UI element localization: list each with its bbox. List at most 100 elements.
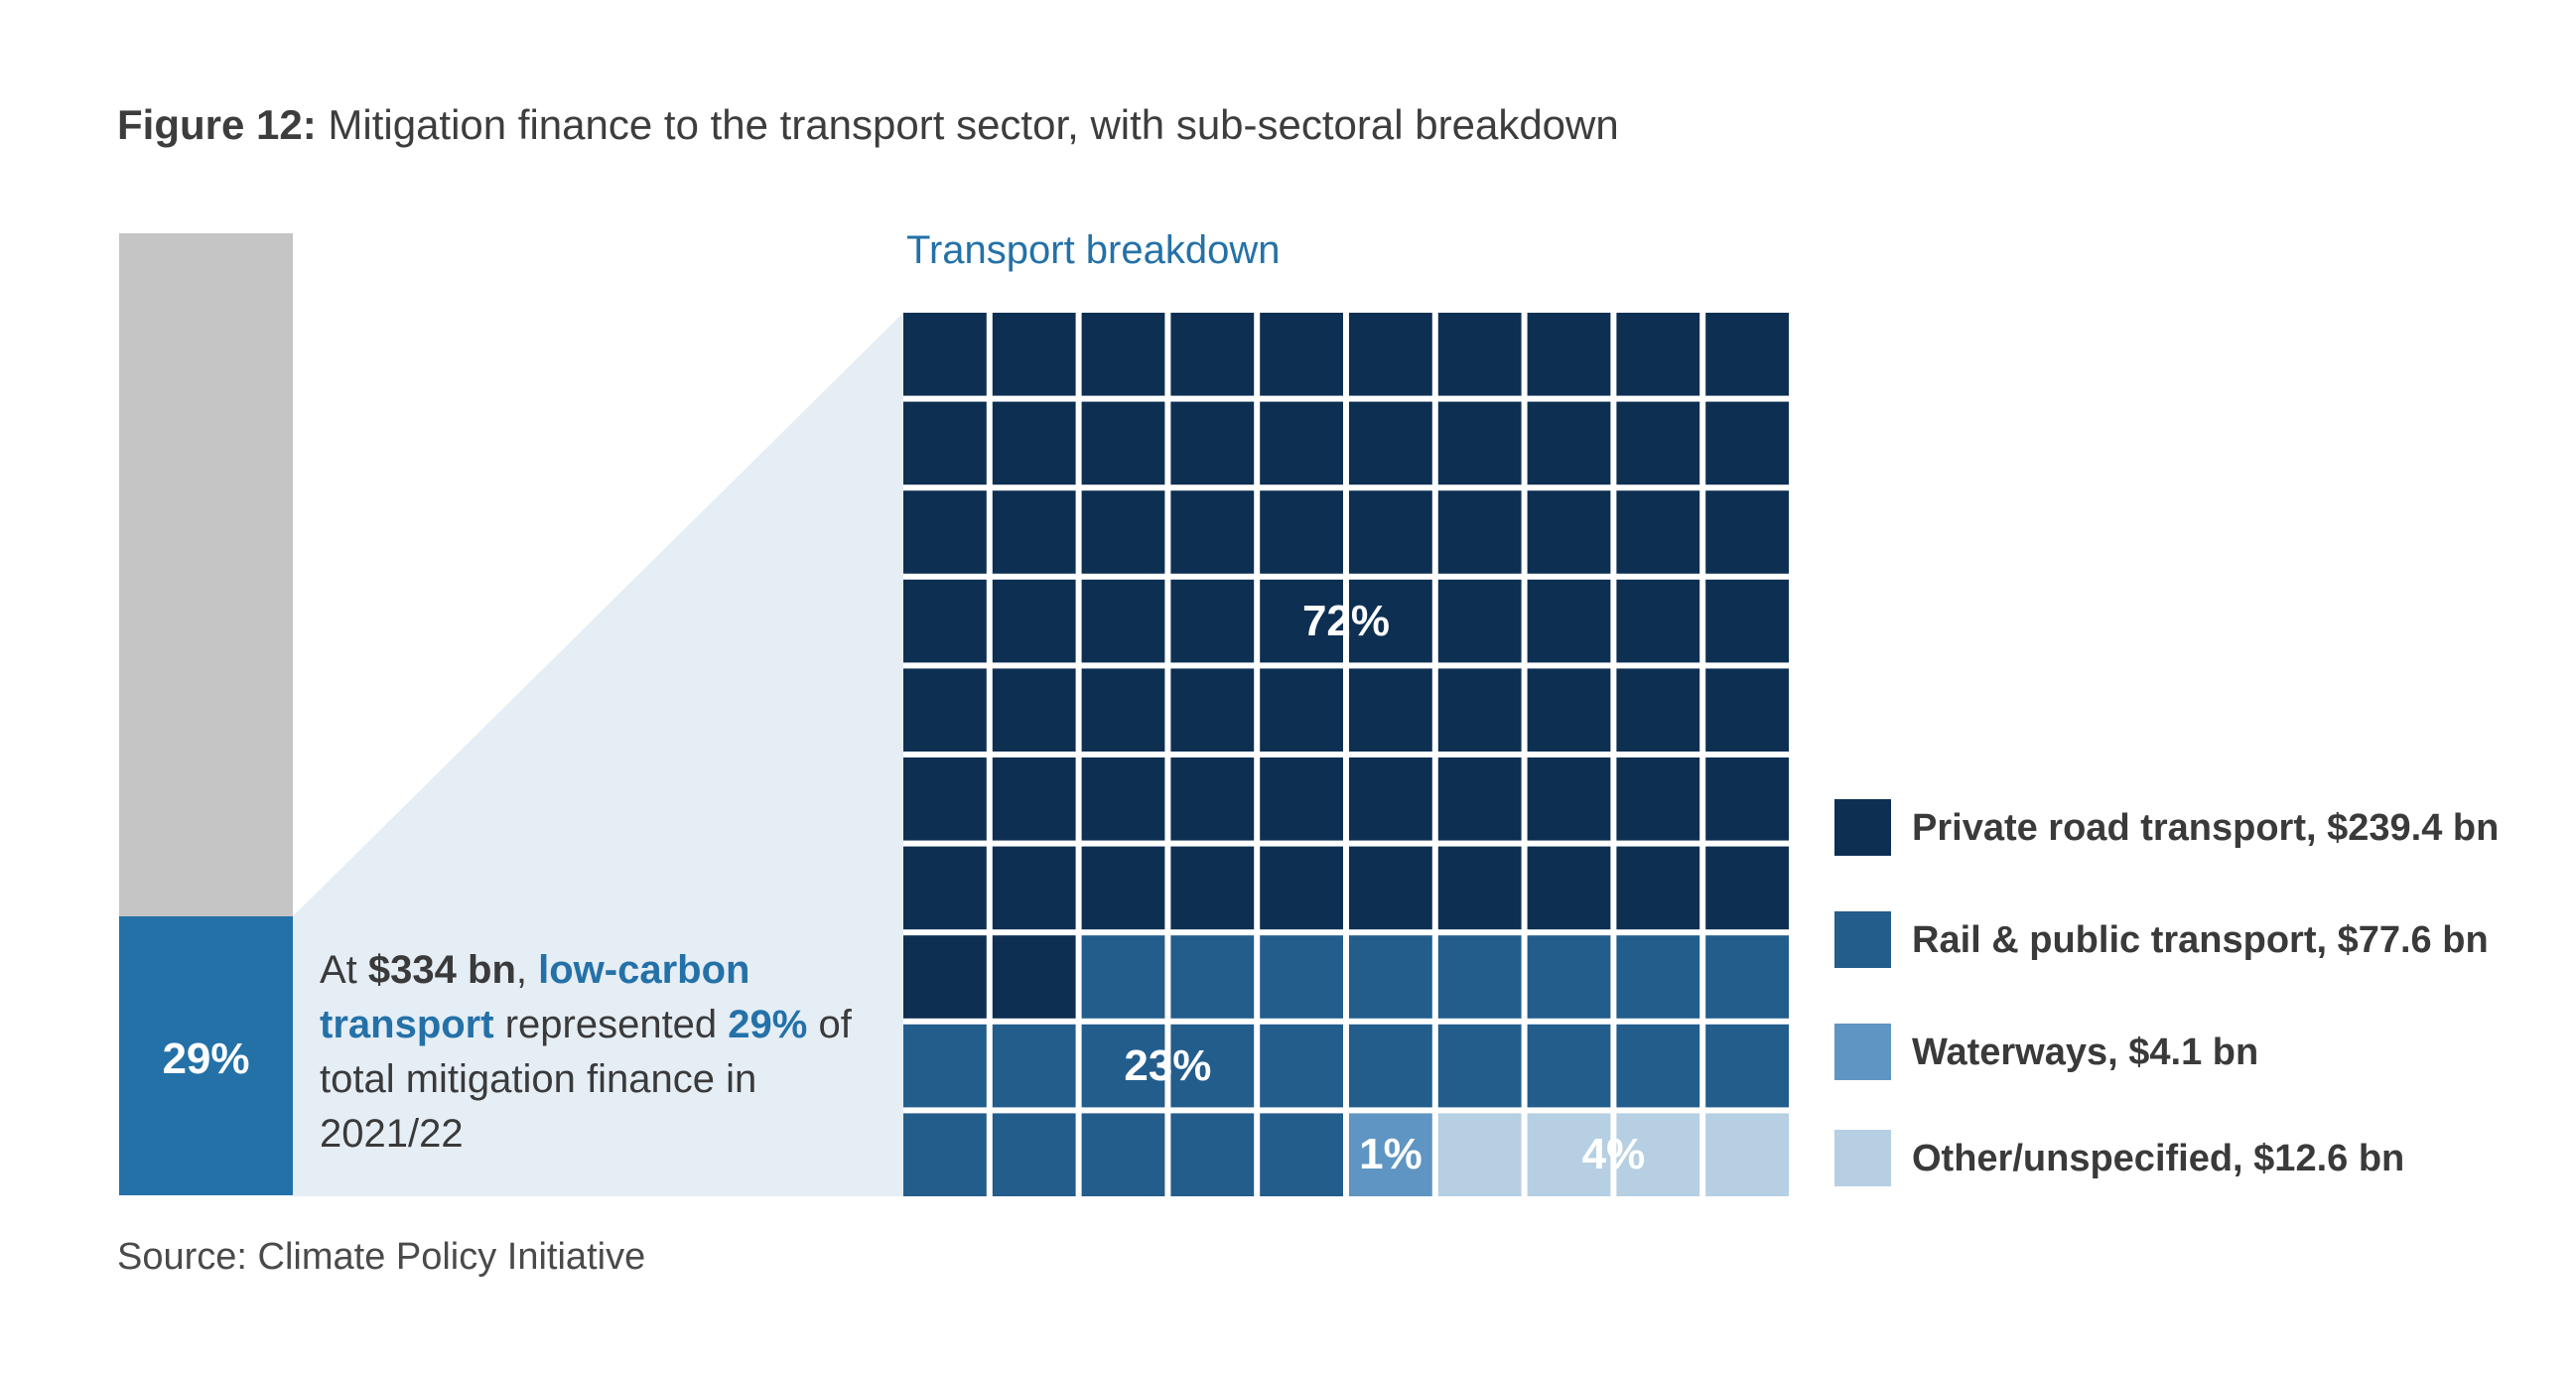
waffle-cell-other xyxy=(1705,1113,1789,1196)
waffle-cell-rail-public xyxy=(1170,1024,1255,1108)
waffle-cell-private-road xyxy=(1437,846,1522,930)
waffle-cell-private-road xyxy=(1527,490,1611,574)
waffle-cell-private-road xyxy=(1349,313,1432,396)
waffle-cell-private-road xyxy=(1081,757,1165,841)
waffle-chart xyxy=(903,313,1789,1196)
waffle-cell-other xyxy=(1527,1113,1611,1196)
waffle-cell-private-road xyxy=(1349,846,1432,930)
waffle-cell-private-road xyxy=(992,490,1076,574)
waffle-cell-private-road xyxy=(903,579,987,663)
waffle-cell-private-road xyxy=(1260,757,1343,841)
waffle-cell-private-road xyxy=(1437,490,1522,574)
figure-title-text: Mitigation finance to the transport sect… xyxy=(328,101,1619,148)
percent-label-rail-public: 23% xyxy=(1124,1040,1212,1090)
waffle-cell-other xyxy=(1616,1113,1700,1196)
waffle-cell-private-road xyxy=(1260,313,1343,396)
waffle-cell-private-road xyxy=(992,846,1076,930)
waffle-cell-private-road xyxy=(1081,313,1165,396)
waffle-cell-private-road xyxy=(1170,846,1255,930)
figure-title: Figure 12: Mitigation finance to the tra… xyxy=(117,101,1619,149)
callout-text: At $334 bn, low-carbon transport represe… xyxy=(320,943,876,1162)
waffle-cell-rail-public xyxy=(1616,1024,1700,1108)
waffle-cell-private-road xyxy=(1527,846,1611,930)
transport-share-bar xyxy=(119,916,293,1195)
waffle-cell-private-road xyxy=(1616,490,1700,574)
waffle-cell-rail-public xyxy=(1349,935,1432,1019)
waffle-cell-rail-public xyxy=(1081,1024,1165,1108)
waffle-cell-private-road xyxy=(1705,579,1789,663)
waffle-cell-rail-public xyxy=(1349,1024,1432,1108)
waffle-cell-private-road xyxy=(1437,757,1522,841)
waffle-cell-private-road xyxy=(992,935,1076,1019)
waffle-cell-private-road xyxy=(1170,490,1255,574)
waffle-cell-private-road xyxy=(1260,668,1343,752)
waffle-cell-waterways xyxy=(1349,1113,1432,1196)
waffle-cell-private-road xyxy=(1437,401,1522,485)
callout-percent: 29% xyxy=(728,1003,808,1046)
waffle-cell-private-road xyxy=(1705,757,1789,841)
waffle-cell-private-road xyxy=(1527,579,1611,663)
waffle-cell-private-road xyxy=(1081,401,1165,485)
waffle-cell-rail-public xyxy=(1170,1113,1255,1196)
waffle-cell-private-road xyxy=(1349,490,1432,574)
waffle-cell-private-road xyxy=(992,757,1076,841)
waffle-cell-private-road xyxy=(1081,846,1165,930)
waffle-cell-rail-public xyxy=(1527,935,1611,1019)
waffle-cell-private-road xyxy=(1616,401,1700,485)
waffle-cell-private-road xyxy=(1616,313,1700,396)
waffle-cell-private-road xyxy=(1349,757,1432,841)
waffle-cell-private-road xyxy=(1170,313,1255,396)
source-note: Source: Climate Policy Initiative xyxy=(117,1236,646,1278)
waffle-cell-private-road xyxy=(1349,579,1432,663)
legend-swatch xyxy=(1834,911,1891,968)
waffle-cell-rail-public xyxy=(1260,1113,1343,1196)
waffle-cell-rail-public xyxy=(1437,935,1522,1019)
waffle-cell-private-road xyxy=(992,401,1076,485)
waffle-cell-rail-public xyxy=(1081,935,1165,1019)
waffle-cell-private-road xyxy=(1616,668,1700,752)
waffle-cell-private-road xyxy=(1260,401,1343,485)
waffle-cell-private-road xyxy=(1437,668,1522,752)
waffle-cell-rail-public xyxy=(1081,1113,1165,1196)
waffle-cell-private-road xyxy=(1081,668,1165,752)
legend-label: Rail & public transport, $77.6 bn xyxy=(1912,919,2489,961)
chart-subtitle: Transport breakdown xyxy=(906,228,1281,272)
waffle-cell-rail-public xyxy=(1705,935,1789,1019)
waffle-cell-private-road xyxy=(1705,490,1789,574)
waffle-cell-rail-public xyxy=(1260,935,1343,1019)
waffle-cell-rail-public xyxy=(1170,935,1255,1019)
waffle-cell-private-road xyxy=(1527,757,1611,841)
waffle-cell-private-road xyxy=(1527,668,1611,752)
waffle-cell-private-road xyxy=(903,490,987,574)
waffle-cell-rail-public xyxy=(1260,1024,1343,1108)
waffle-cell-private-road xyxy=(1705,668,1789,752)
waffle-cell-rail-public xyxy=(1437,1024,1522,1108)
callout-highlight: low-carbon transport xyxy=(320,948,750,1046)
waffle-cell-private-road xyxy=(992,668,1076,752)
waffle-cell-rail-public xyxy=(903,1024,987,1108)
waffle-cell-private-road xyxy=(903,757,987,841)
waffle-cell-private-road xyxy=(992,313,1076,396)
waffle-cell-private-road xyxy=(1705,846,1789,930)
waffle-cell-private-road xyxy=(1527,313,1611,396)
waffle-cell-private-road xyxy=(1705,313,1789,396)
waffle-cell-private-road xyxy=(1260,490,1343,574)
callout-part: represented xyxy=(493,1003,729,1046)
waffle-cell-private-road xyxy=(992,579,1076,663)
waffle-cell-private-road xyxy=(1705,401,1789,485)
connector-shape xyxy=(293,313,903,1196)
legend-swatch xyxy=(1834,1130,1891,1186)
legend-label: Private road transport, $239.4 bn xyxy=(1912,807,2500,849)
waffle-cell-private-road xyxy=(1437,579,1522,663)
percent-label-other: 4% xyxy=(1581,1130,1646,1179)
waffle-cell-rail-public xyxy=(1705,1024,1789,1108)
waffle-cell-private-road xyxy=(1616,846,1700,930)
waffle-cell-rail-public xyxy=(903,1113,987,1196)
waffle-cell-private-road xyxy=(1170,401,1255,485)
callout-amount: $334 bn xyxy=(367,948,516,992)
waffle-cell-private-road xyxy=(903,401,987,485)
waffle-cell-private-road xyxy=(1170,757,1255,841)
waffle-cell-private-road xyxy=(903,668,987,752)
waffle-cell-private-road xyxy=(1527,401,1611,485)
